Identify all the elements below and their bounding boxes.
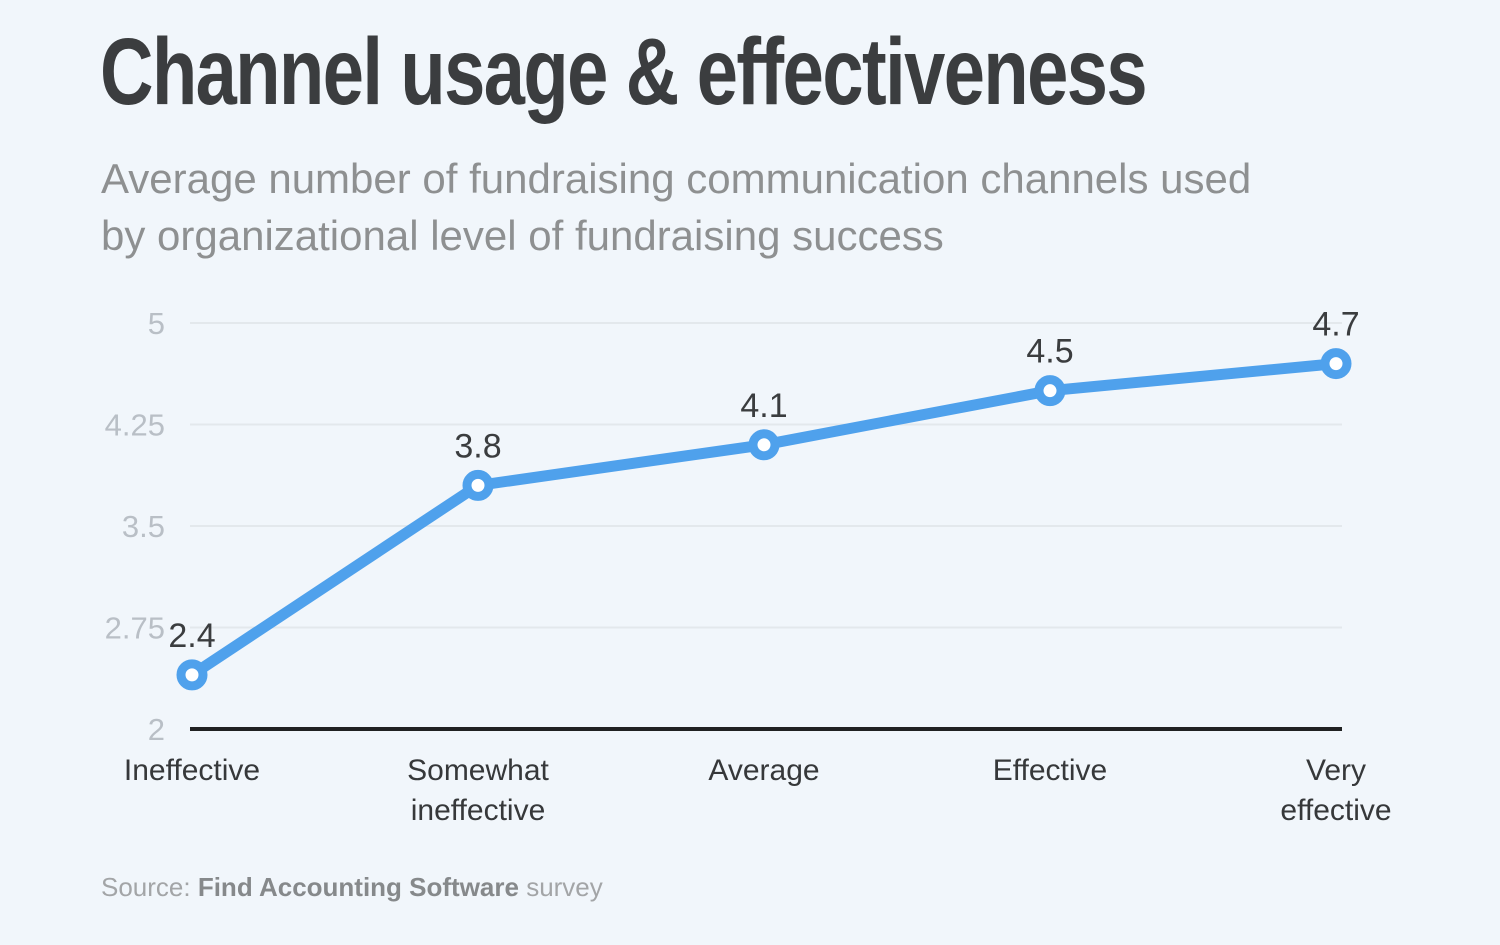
page-title: Channel usage & effectiveness bbox=[100, 19, 1148, 125]
data-point bbox=[1034, 375, 1066, 407]
page-subtitle: Average number of fundraising communicat… bbox=[101, 150, 1251, 264]
y-tick-label: 3.5 bbox=[122, 509, 165, 544]
source-prefix: Source: bbox=[101, 872, 198, 902]
point-label: 4.1 bbox=[740, 387, 787, 425]
source-note: Source: Find Accounting Software survey bbox=[101, 871, 603, 903]
x-category-label: Somewhat bbox=[407, 754, 549, 787]
y-tick-label: 2 bbox=[148, 712, 165, 747]
data-point bbox=[1320, 348, 1352, 380]
point-label: 3.8 bbox=[454, 427, 501, 465]
point-label: 4.5 bbox=[1026, 333, 1073, 371]
point-label: 4.7 bbox=[1312, 306, 1359, 344]
source-suffix: survey bbox=[518, 872, 603, 902]
x-category-label: Ineffective bbox=[124, 754, 260, 787]
data-point bbox=[748, 429, 780, 461]
data-point bbox=[462, 469, 494, 501]
x-category-label: Average bbox=[708, 754, 819, 787]
page-subtitle-line-1: Average number of fundraising communicat… bbox=[101, 155, 1252, 202]
x-category-label: effective bbox=[1280, 794, 1391, 827]
x-category-label: Very bbox=[1306, 754, 1366, 787]
y-tick-label: 4.25 bbox=[105, 408, 165, 443]
x-category-label: Effective bbox=[993, 754, 1108, 787]
page-subtitle-line-2: by organizational level of fundraising s… bbox=[101, 212, 944, 259]
data-point bbox=[176, 659, 208, 691]
y-tick-label: 5 bbox=[148, 306, 165, 341]
source-name: Find Accounting Software bbox=[197, 872, 519, 902]
x-category-label: ineffective bbox=[411, 794, 546, 827]
y-tick-label: 2.75 bbox=[105, 611, 165, 646]
point-label: 2.4 bbox=[168, 617, 215, 655]
